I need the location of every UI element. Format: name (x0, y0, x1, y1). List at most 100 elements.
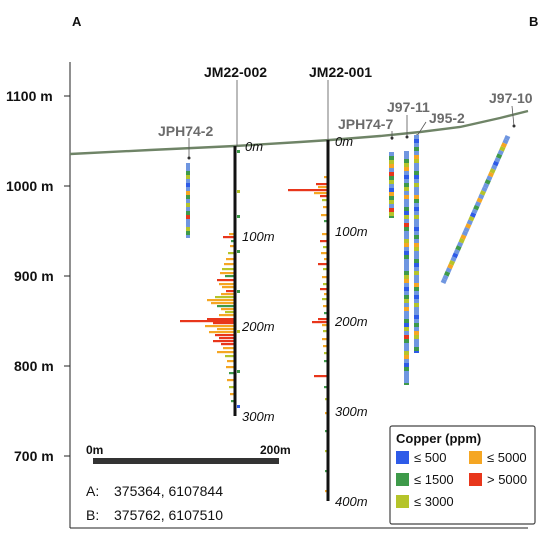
drillhole-jph74-2: JPH74-2 (158, 123, 213, 238)
assay-segment (389, 184, 394, 188)
assay-segment (414, 207, 419, 211)
assay-segment (414, 227, 419, 231)
assay-segment (404, 291, 409, 295)
assay-bar (221, 343, 235, 346)
assay-segment (404, 251, 409, 255)
assay-bar (225, 275, 235, 278)
assay-segment (404, 247, 409, 251)
assay-segment (450, 256, 457, 262)
assay-bar (217, 351, 235, 354)
assay-segment (414, 191, 419, 195)
assay-segment (389, 160, 394, 164)
assay-segment (404, 303, 409, 307)
drillhole-j97-10: J97-10 (440, 90, 533, 285)
assay-bar (322, 324, 328, 327)
assay-segment (494, 157, 501, 163)
copper-legend: Copper (ppm) ≤ 500 ≤ 5000 ≤ 1500 > 5000 … (389, 425, 536, 525)
assay-bar (323, 283, 328, 286)
assay-bar (229, 372, 235, 375)
assay-segment (404, 351, 409, 355)
depth-label: 300m (335, 404, 368, 419)
depth-label: 400m (335, 494, 368, 509)
assay-segment (404, 287, 409, 291)
assay-bar (323, 268, 328, 271)
assay-bar (318, 263, 328, 266)
assay-segment (404, 323, 409, 327)
assay-segment (389, 176, 394, 180)
assay-segment (414, 151, 419, 155)
assay-segment (489, 168, 496, 174)
assay-segment (404, 195, 409, 199)
assay-segment (389, 192, 394, 196)
assay-segment (404, 191, 409, 195)
assay-bar (231, 400, 235, 403)
assay-bar (237, 215, 240, 218)
assay-segment (186, 227, 190, 231)
elevation-tick-label: 800 m (14, 358, 54, 374)
assay-segment (460, 234, 467, 240)
assay-segment (186, 199, 190, 203)
assay-segment (414, 335, 419, 339)
assay-segment (414, 343, 419, 347)
assay-bar (324, 360, 328, 363)
assay-bar (217, 279, 235, 282)
coordinate-b-label: B: (86, 507, 99, 523)
assay-bar (223, 347, 235, 350)
assay-segment (186, 179, 190, 183)
assay-segment (453, 248, 460, 255)
assay-bar (288, 189, 328, 192)
assay-segment (404, 267, 409, 271)
assay-segment (186, 183, 190, 187)
assay-segment (404, 355, 409, 359)
assay-bar (226, 366, 235, 369)
assay-segment (404, 335, 409, 339)
assay-segment (404, 243, 409, 247)
assay-segment (414, 155, 419, 159)
assay-bar (207, 318, 235, 321)
assay-bar (229, 233, 235, 236)
depth-label: 200m (334, 314, 368, 329)
drillhole-label: JPH74-7 (338, 116, 393, 132)
legend-label: ≤ 5000 (487, 450, 527, 465)
assay-bar (230, 245, 235, 248)
assay-bar (225, 311, 235, 314)
legend-label: ≤ 3000 (414, 494, 454, 509)
assay-bar (217, 328, 235, 331)
assay-segment (389, 156, 394, 160)
topography-line (69, 109, 529, 156)
assay-segment (468, 215, 475, 222)
assay-bar (324, 293, 328, 296)
assay-segment (186, 203, 190, 207)
assay-segment (404, 283, 409, 287)
assay-segment (414, 139, 419, 143)
assay-segment (414, 327, 419, 331)
assay-segment (414, 307, 419, 311)
assay-segment (186, 195, 190, 199)
legend-swatch-le500 (396, 451, 409, 464)
assay-segment (404, 343, 409, 347)
assay-bar (324, 176, 328, 179)
assay-segment (404, 183, 409, 187)
assay-bar (321, 252, 328, 255)
assay-segment (414, 295, 419, 299)
assay-segment (486, 175, 493, 182)
assay-segment (466, 219, 473, 226)
legend-title: Copper (ppm) (396, 431, 481, 446)
legend-label: ≤ 1500 (414, 472, 454, 487)
assay-segment (404, 199, 409, 203)
assay-segment (414, 167, 419, 171)
assay-bar (215, 334, 235, 337)
assay-segment (404, 163, 409, 167)
assay-segment (404, 307, 409, 311)
assay-segment (414, 171, 419, 175)
assay-bar (312, 321, 328, 324)
assay-segment (186, 215, 190, 219)
assay-segment (186, 231, 190, 235)
assay-segment (414, 331, 419, 335)
assay-segment (389, 152, 394, 156)
assay-segment (186, 235, 190, 238)
assay-bar (324, 258, 328, 261)
depth-label: 0m (335, 134, 353, 149)
assay-segment (497, 149, 504, 156)
legend-swatch-le3000 (396, 495, 409, 508)
